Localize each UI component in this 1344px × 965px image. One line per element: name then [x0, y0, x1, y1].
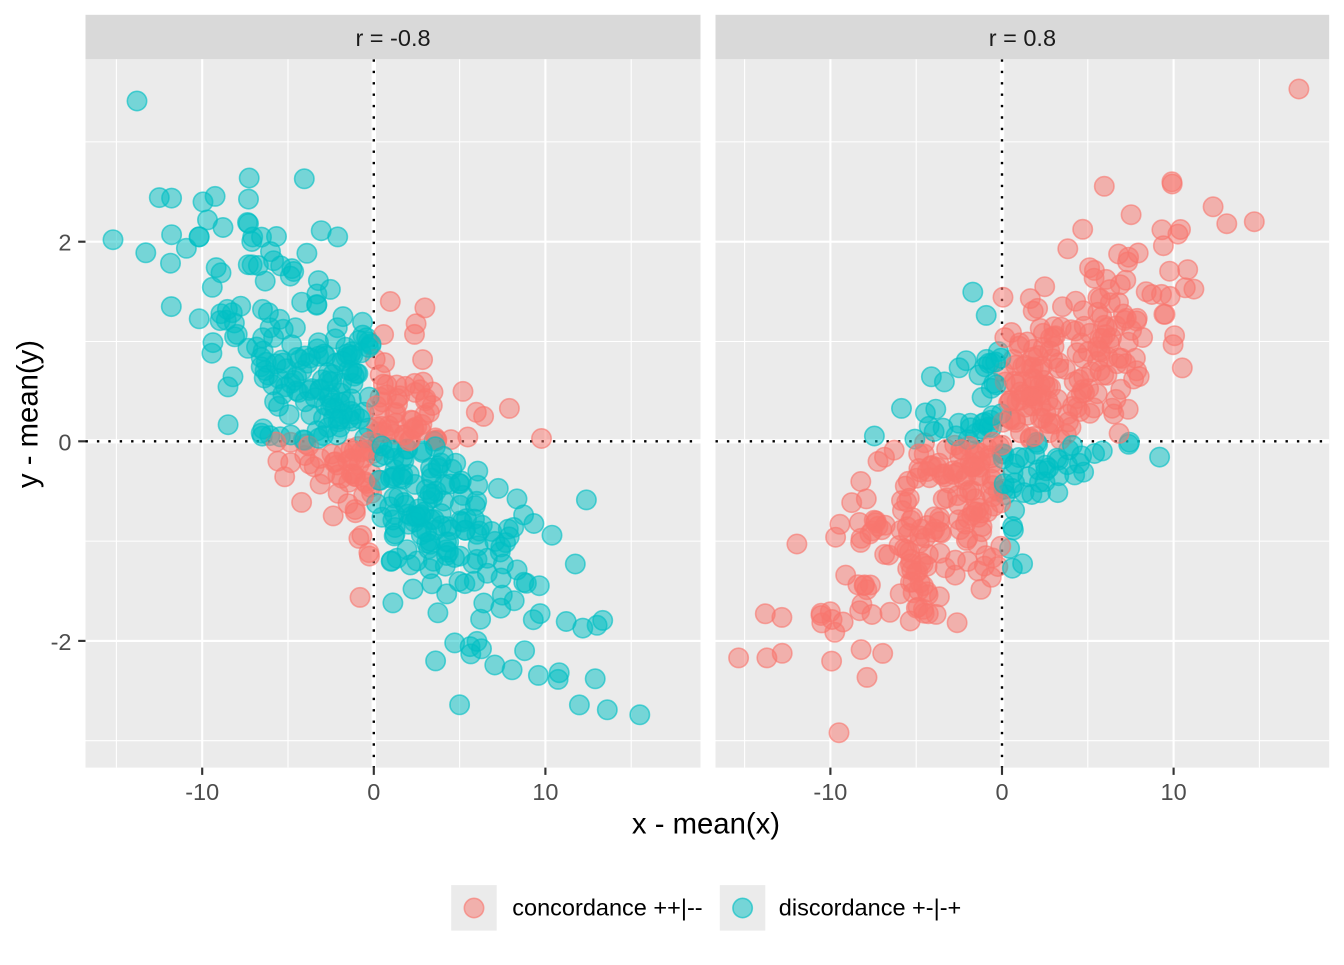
svg-text:r = -0.8: r = -0.8: [355, 25, 430, 51]
svg-text:concordance ++|--: concordance ++|--: [512, 894, 702, 920]
svg-text:y - mean(y): y - mean(y): [12, 340, 45, 488]
svg-text:10: 10: [1161, 779, 1187, 805]
svg-text:2: 2: [58, 230, 71, 256]
svg-text:0: 0: [995, 779, 1008, 805]
svg-text:-10: -10: [185, 779, 219, 805]
svg-text:-10: -10: [813, 779, 847, 805]
svg-text:discordance +-|-+: discordance +-|-+: [779, 894, 961, 920]
svg-text:0: 0: [367, 779, 380, 805]
svg-text:-2: -2: [51, 629, 72, 655]
svg-text:x - mean(x): x - mean(x): [632, 808, 780, 841]
svg-text:r = 0.8: r = 0.8: [989, 25, 1056, 51]
svg-text:10: 10: [532, 779, 558, 805]
svg-text:0: 0: [58, 429, 71, 455]
